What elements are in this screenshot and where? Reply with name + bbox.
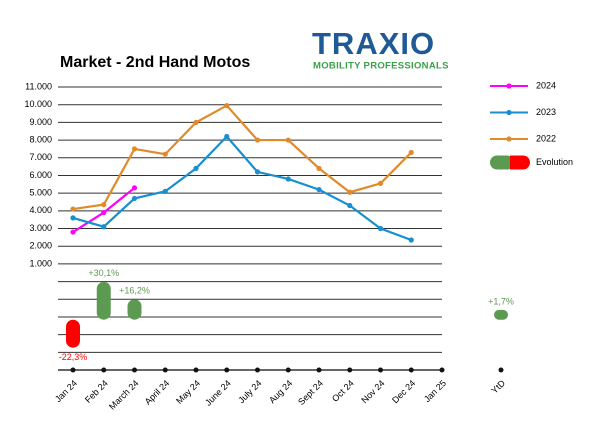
point bbox=[131, 185, 138, 191]
point bbox=[408, 237, 414, 243]
point bbox=[162, 151, 168, 157]
x-tick-label: Feb 24 bbox=[83, 378, 110, 405]
point bbox=[224, 133, 230, 140]
y-tick-label: 9.000 bbox=[29, 117, 52, 127]
point bbox=[316, 186, 322, 193]
axis-dot bbox=[70, 367, 76, 373]
y-tick-label: 2.000 bbox=[29, 241, 52, 251]
point bbox=[408, 149, 414, 156]
x-tick-label: Nov 24 bbox=[359, 378, 386, 405]
legend-label: 2024 bbox=[536, 80, 556, 90]
x-tick-label: June 24 bbox=[203, 378, 233, 408]
x-tick-label: YtD bbox=[489, 378, 507, 396]
x-tick-label: Oct 24 bbox=[330, 378, 356, 404]
y-tick-label: 5.000 bbox=[29, 188, 52, 198]
legend-label: 2022 bbox=[536, 133, 556, 143]
legend-marker bbox=[506, 109, 512, 116]
point bbox=[377, 225, 384, 232]
evolution-label: +1,7% bbox=[488, 296, 514, 306]
axis-dot bbox=[255, 367, 260, 373]
point bbox=[162, 188, 168, 194]
series-line bbox=[72, 104, 413, 211]
point bbox=[131, 146, 138, 152]
legend-marker bbox=[506, 83, 512, 89]
x-tick-label: Dec 24 bbox=[390, 378, 417, 405]
legend-evolution-pos bbox=[490, 155, 514, 170]
axis-dot bbox=[193, 367, 199, 373]
axis-dot bbox=[162, 367, 168, 373]
point bbox=[70, 215, 76, 221]
legend-evolution-join bbox=[510, 155, 516, 170]
evolution-pill bbox=[96, 281, 111, 320]
evolution-pill bbox=[66, 319, 80, 348]
axis-dot bbox=[378, 367, 383, 373]
point bbox=[101, 202, 107, 208]
axis-dot bbox=[439, 367, 445, 373]
y-tick-label: 4.000 bbox=[29, 205, 52, 215]
point bbox=[377, 180, 384, 186]
point bbox=[131, 195, 138, 202]
axis-dot bbox=[347, 367, 353, 373]
x-tick-label: Sept 24 bbox=[296, 378, 325, 407]
evolution-label: +16,2% bbox=[119, 286, 150, 296]
axis-dot bbox=[132, 367, 137, 373]
axis-dot bbox=[316, 367, 322, 373]
logo-tagline: MOBILITY PROFESSIONALS bbox=[313, 61, 449, 72]
x-tick-label: Aug 24 bbox=[267, 378, 294, 405]
point bbox=[347, 189, 353, 195]
point bbox=[316, 165, 322, 171]
point bbox=[101, 224, 107, 230]
evolution-pill bbox=[127, 299, 142, 320]
x-tick-label: May 24 bbox=[174, 378, 202, 406]
axis-dot bbox=[498, 367, 504, 373]
axis-dot bbox=[101, 367, 107, 373]
axis-dot bbox=[408, 367, 414, 373]
axis-dot bbox=[285, 367, 291, 373]
axis-dot bbox=[224, 367, 230, 373]
series-line bbox=[72, 134, 412, 242]
x-tick-label: Jan 25 bbox=[422, 378, 448, 404]
point bbox=[285, 137, 291, 143]
point bbox=[70, 206, 76, 212]
point bbox=[254, 169, 261, 175]
logo-text: TRAXIO bbox=[312, 26, 435, 61]
legend-label: 2023 bbox=[536, 107, 556, 117]
legend-marker bbox=[506, 136, 512, 142]
point bbox=[285, 176, 291, 182]
x-tick-label: April 24 bbox=[143, 378, 172, 407]
y-tick-label: 1.000 bbox=[29, 258, 52, 268]
y-tick-label: 3.000 bbox=[29, 223, 52, 233]
y-tick-label: 10.000 bbox=[24, 99, 52, 109]
evolution-pill bbox=[494, 309, 508, 320]
point bbox=[347, 202, 353, 209]
point bbox=[70, 229, 76, 235]
y-tick-label: 6.000 bbox=[29, 170, 52, 180]
point bbox=[224, 102, 230, 109]
x-tick-label: July 24 bbox=[236, 378, 263, 405]
chart-title: Market - 2nd Hand Motos bbox=[60, 54, 250, 71]
point bbox=[254, 137, 261, 143]
evolution-label: +30,1% bbox=[88, 268, 119, 278]
point bbox=[193, 165, 199, 171]
x-tick-label: Jan 24 bbox=[53, 378, 79, 404]
y-tick-label: 8.000 bbox=[29, 134, 52, 144]
point bbox=[101, 209, 107, 216]
y-tick-label: 11.000 bbox=[25, 81, 52, 91]
point bbox=[193, 119, 199, 125]
evolution-label: -22,3% bbox=[59, 352, 88, 362]
legend-label: Evolution bbox=[536, 157, 573, 167]
x-tick-label: March 24 bbox=[107, 378, 141, 412]
y-tick-label: 7.000 bbox=[29, 152, 52, 162]
